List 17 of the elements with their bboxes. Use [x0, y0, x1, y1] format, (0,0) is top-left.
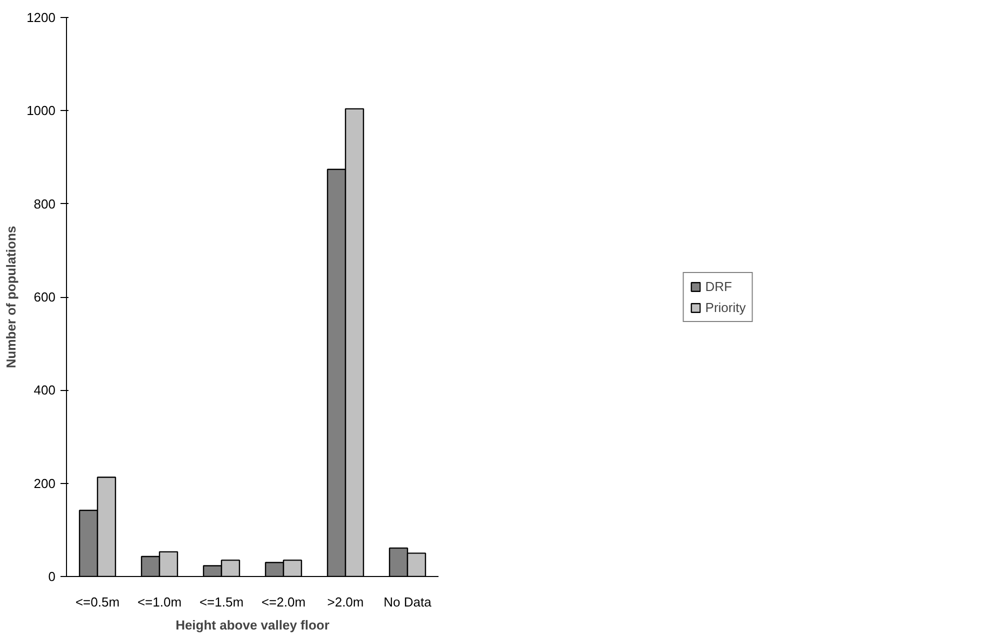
- x-axis-title: Height above valley floor: [176, 618, 330, 632]
- y-tick-label: 600: [34, 290, 56, 304]
- y-axis-title: Number of populations: [4, 226, 19, 368]
- x-tick-label: <=2.0m: [261, 594, 306, 610]
- x-tick-label: >2.0m: [327, 594, 364, 610]
- legend-label: DRF: [705, 278, 732, 294]
- x-tick-label: <=1.5m: [199, 594, 244, 610]
- x-tick-label: <=0.5m: [75, 594, 120, 610]
- legend-label: Priority: [705, 300, 746, 314]
- y-tick-label: 1200: [26, 10, 56, 25]
- y-tick-label: 800: [34, 196, 56, 212]
- x-tick-label: No Data: [384, 594, 432, 610]
- y-tick-label: 400: [34, 382, 56, 398]
- x-tick-label: <=1.0m: [137, 594, 182, 610]
- y-tick-label: 0: [48, 569, 56, 584]
- y-tick-label: 1000: [26, 103, 56, 118]
- y-tick-label: 200: [34, 476, 56, 491]
